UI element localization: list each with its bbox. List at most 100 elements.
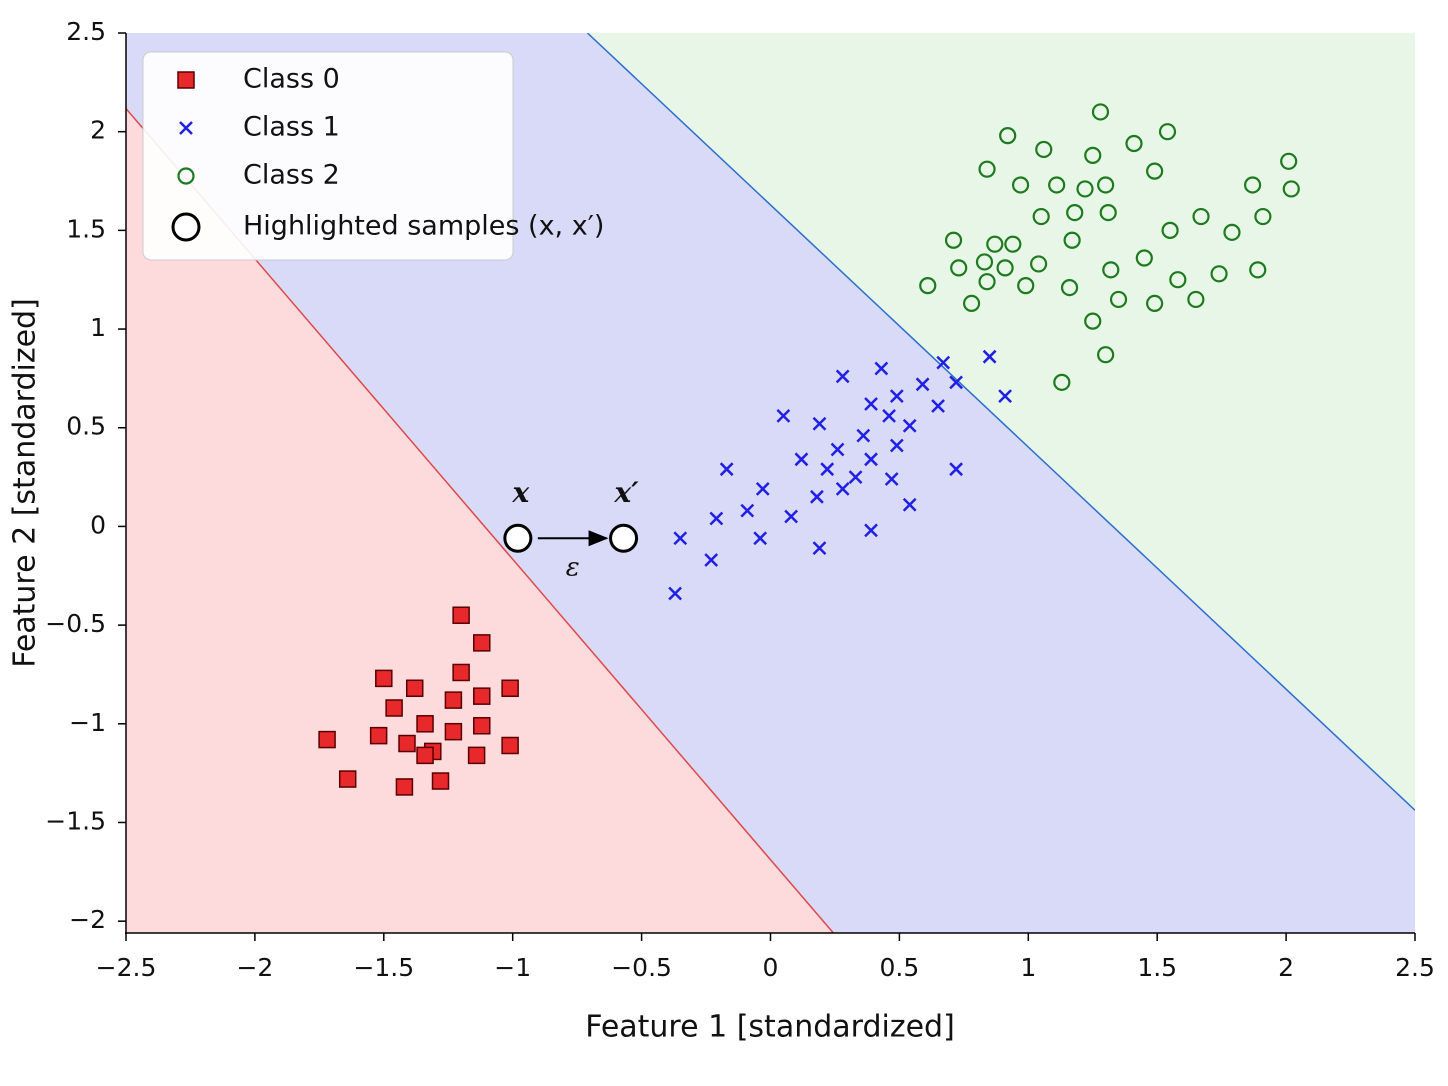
x-marker [931,399,945,413]
legend: Class 0 Class 1 Class 2 Highlighted samples… [142,51,604,261]
square-marker [398,734,416,753]
x-tick-label: 2.5 [1395,953,1435,982]
legend-label: Highlighted samples (x, x′) [243,211,604,242]
circle-marker [1017,277,1035,295]
square-marker [501,679,519,698]
y-tick-label: 0 [90,510,106,539]
square-marker [444,691,463,709]
circle-marker [1063,231,1081,249]
square-marker [452,606,470,624]
x-marker [673,531,688,546]
square-marker [467,746,486,765]
circle-marker [1004,235,1022,253]
circle-marker [1099,204,1117,222]
point-label: x′ [614,476,640,509]
x-marker [848,470,863,484]
square-marker [395,778,414,796]
circle-marker [1125,134,1143,153]
x-marker [856,428,871,443]
circle-marker [999,127,1017,145]
x-marker [784,509,799,524]
y-tick-label: −2 [69,905,106,934]
square-marker [416,746,434,765]
x-tick-label: −2.5 [96,953,157,982]
y-tick-label: 1.5 [66,214,106,243]
square-marker [318,730,336,749]
x-marker [179,121,193,135]
y-tick-label: 2 [90,116,106,145]
x-marker [753,531,768,546]
x-tick-label: −0.5 [611,953,672,982]
circle-marker [1187,290,1205,309]
x-marker [709,511,724,526]
circle-marker [1158,123,1177,141]
circle-marker [1109,290,1128,309]
x-marker [835,369,850,384]
decision-boundary [586,33,1415,811]
x-marker [949,375,963,390]
circle-marker [1249,261,1267,279]
highlighted-marker [609,523,639,553]
circle-marker [1035,140,1053,159]
y-tick-label: 0.5 [66,412,106,441]
x-marker [915,377,930,392]
circle-marker [1169,271,1187,289]
circle-marker [1060,279,1079,297]
x-marker [794,452,809,467]
square-marker [431,772,450,790]
circle-marker [1135,249,1153,267]
circle-marker [1084,146,1102,164]
y-tick-label: 1 [90,313,106,342]
x-tick-label: −1.5 [353,953,414,982]
x-tick-label: 0 [763,953,779,982]
y-tick-label: −0.5 [45,609,106,638]
points: x x′ ε [318,103,1300,796]
legend-label: Class 1 [243,112,340,143]
x-marker [936,355,951,370]
legend-label: Class 0 [243,64,340,95]
x-tick-label: −1 [494,953,531,982]
circle-marker [1097,346,1115,364]
axes: −2.5 −2 −1.5 −1 −0.5 0 0.5 1 1.5 2 2.5 −2 −1.5 −1 −0.5… [45,17,1435,982]
circle-marker [950,259,968,277]
square-marker [473,687,491,705]
x-marker [755,482,770,496]
x-tick-label: 2 [1278,953,1294,982]
square-marker [501,736,519,755]
x-marker [889,438,904,453]
square-marker [416,715,434,733]
circle-marker [1223,223,1241,241]
x-marker [776,409,791,423]
square-marker [444,722,463,741]
point-label: x [512,476,530,509]
y-axis-label: Feature 2 [standardized] [8,298,43,668]
x-marker [864,523,878,538]
x-marker [830,442,845,457]
circle-marker [962,294,981,312]
x-marker [812,541,827,556]
x-marker [740,503,755,518]
circle-marker [1243,176,1262,194]
x-marker [810,489,824,504]
arrow-label: ε [566,552,580,582]
square-marker [452,663,470,682]
circle-marker [986,235,1004,253]
circle-marker [1161,221,1179,239]
circle-marker [919,277,937,295]
circle-marker [1192,207,1210,226]
highlighted-marker [503,523,533,553]
circle-marker [1084,312,1102,330]
x-tick-label: 1.5 [1137,953,1177,982]
x-marker [864,397,878,411]
circle-marker [1254,207,1272,226]
x-tick-label: −2 [236,953,273,982]
circle-marker [1146,162,1164,180]
x-marker [812,416,827,431]
x-axis-label: Feature 1 [standardized] [585,1010,955,1045]
x-marker [902,497,917,512]
x-tick-label: 1 [1020,953,1036,982]
circle-marker [996,259,1014,277]
circle-marker [1053,373,1071,391]
square-marker [369,726,388,745]
